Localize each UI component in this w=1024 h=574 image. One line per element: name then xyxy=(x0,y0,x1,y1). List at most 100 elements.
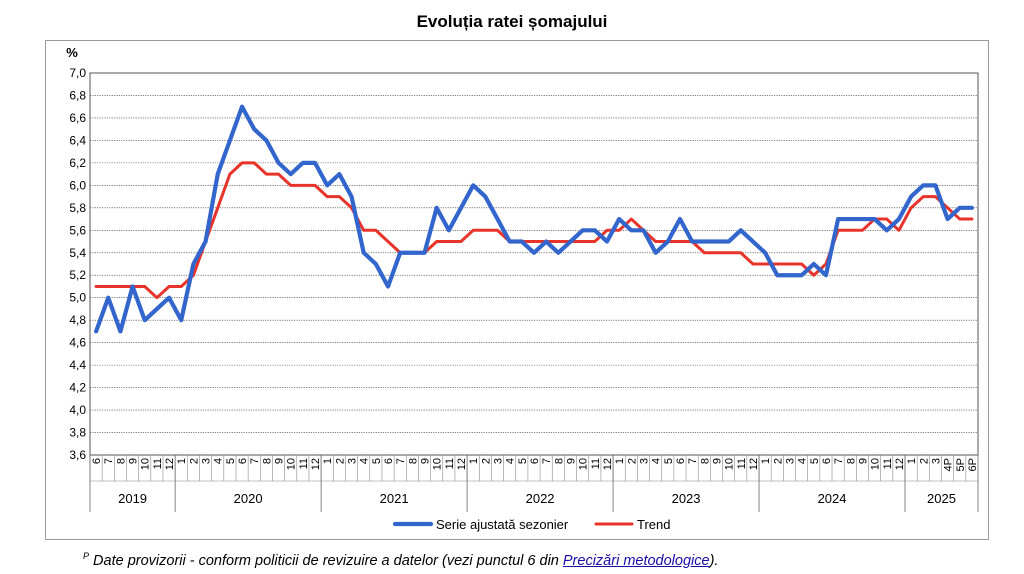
x-tick-label: 3 xyxy=(930,458,942,464)
year-label: 2020 xyxy=(234,491,263,506)
x-tick-label: 9 xyxy=(128,458,140,464)
x-tick-label: 10 xyxy=(286,458,298,470)
x-tick-label: 11 xyxy=(444,458,456,469)
x-tick-label: 9 xyxy=(711,458,723,464)
plot-area xyxy=(89,72,979,456)
x-tick-label: 1 xyxy=(468,458,480,464)
x-tick-label: 2 xyxy=(626,458,638,464)
x-tick-label: 10 xyxy=(578,458,590,470)
year-label: 2025 xyxy=(927,491,956,506)
x-tick-label: 2 xyxy=(480,458,492,464)
legend-item-trend-label: Trend xyxy=(637,517,670,532)
x-tick-label: 7 xyxy=(103,458,115,464)
x-tick-label: 1 xyxy=(760,458,772,464)
legend-item-seasonally-adjusted-label: Serie ajustată sezonier xyxy=(436,517,569,532)
y-tick-label: 4,6 xyxy=(69,336,86,350)
x-tick-label: 10 xyxy=(432,458,444,470)
footnote-text: Date provizorii - conform politicii de r… xyxy=(93,552,563,569)
x-tick-label: 11 xyxy=(736,458,748,469)
y-tick-label: 7,0 xyxy=(69,66,86,80)
x-tick-label: 8 xyxy=(699,458,711,464)
x-tick-label: 10 xyxy=(870,458,882,470)
x-tick-label: 9 xyxy=(565,458,577,464)
footnote-suffix: ). xyxy=(709,552,719,569)
x-tick-label: 1 xyxy=(614,458,626,464)
x-tick-label: 3 xyxy=(784,458,796,464)
y-tick-label: 6,0 xyxy=(69,178,86,192)
x-tick-label: 10 xyxy=(724,458,736,470)
x-tick-label: 11 xyxy=(590,458,602,469)
y-tick-label: 6,8 xyxy=(69,88,86,102)
y-tick-label: 6,2 xyxy=(69,156,86,170)
y-tick-label: 5,0 xyxy=(69,291,86,305)
x-tick-label: 5 xyxy=(517,458,529,464)
x-tick-label: 12 xyxy=(602,458,614,470)
y-tick-label: 4,2 xyxy=(69,381,86,395)
legend: Serie ajustată sezonier Trend xyxy=(392,517,670,532)
y-tick-label: 5,8 xyxy=(69,201,86,215)
x-tick-label: 2 xyxy=(918,458,930,464)
x-tick-label: 2 xyxy=(334,458,346,464)
x-tick-label: 5 xyxy=(371,458,383,464)
x-tick-label: 6 xyxy=(821,458,833,464)
x-tick-label: 7 xyxy=(833,458,845,464)
x-tick-label: 7 xyxy=(249,458,261,464)
x-tick-label: 5 xyxy=(663,458,675,464)
x-tick-label: 8 xyxy=(407,458,419,464)
year-label: 2023 xyxy=(672,491,701,506)
x-tick-label: 11 xyxy=(152,458,164,469)
y-tick-label: 3,6 xyxy=(69,448,86,462)
y-tick-label: 5,2 xyxy=(69,268,86,282)
x-tick-label: 8 xyxy=(845,458,857,464)
x-tick-label: 9 xyxy=(274,458,286,464)
y-tick-label: 5,4 xyxy=(69,246,86,260)
x-tick-label: 6 xyxy=(237,458,249,464)
x-tick-label: 12 xyxy=(310,458,322,470)
x-tick-label: 5P xyxy=(955,458,967,471)
x-tick-label: 9 xyxy=(857,458,869,464)
x-tick-label: 11 xyxy=(882,458,894,469)
x-tick-label: 1 xyxy=(176,458,188,464)
x-tick-label: 4 xyxy=(651,458,663,464)
x-tick-label: 4 xyxy=(505,458,517,464)
series-line-seasonally-adjusted xyxy=(93,104,975,334)
footnote-superscript: P xyxy=(83,551,90,561)
year-label: 2021 xyxy=(380,491,409,506)
x-tick-label: 3 xyxy=(638,458,650,464)
x-tick-label: 12 xyxy=(894,458,906,470)
series-line-trend xyxy=(94,161,974,300)
year-label: 2024 xyxy=(818,491,847,506)
x-tick-label: 4 xyxy=(359,458,371,464)
x-tick-label: 6P xyxy=(967,458,979,471)
y-tick-label: 5,6 xyxy=(69,223,86,237)
x-tick-label: 3 xyxy=(493,458,505,464)
x-tick-label: 2 xyxy=(188,458,200,464)
x-tick-label: 4 xyxy=(213,458,225,464)
x-tick-label: 4P xyxy=(943,458,955,471)
x-tick-label: 1 xyxy=(322,458,334,464)
y-tick-label: 4,8 xyxy=(69,313,86,327)
x-tick-label: 5 xyxy=(809,458,821,464)
x-tick-label: 8 xyxy=(115,458,127,464)
chart-frame xyxy=(45,40,989,540)
x-tick-label: 6 xyxy=(383,458,395,464)
y-tick-label: 4,0 xyxy=(69,403,86,417)
y-tick-label: 4,4 xyxy=(69,358,86,372)
chart-title: Evoluția ratei șomajului xyxy=(416,12,608,31)
x-tick-label: 3 xyxy=(347,458,359,464)
x-tick-label: 1 xyxy=(906,458,918,464)
x-tick-label: 8 xyxy=(261,458,273,464)
x-tick-label: 9 xyxy=(420,458,432,464)
y-tick-label: 6,6 xyxy=(69,111,86,125)
x-tick-label: 12 xyxy=(164,458,176,470)
x-tick-label: 12 xyxy=(748,458,760,470)
year-label: 2019 xyxy=(118,491,147,506)
methodology-link[interactable]: Precizări metodologice xyxy=(562,552,710,569)
x-tick-label: 4 xyxy=(797,458,809,464)
x-tick-label: 5 xyxy=(225,458,237,464)
x-tick-label: 6 xyxy=(529,458,541,464)
x-tick-label: 2 xyxy=(772,458,784,464)
x-tick-label: 7 xyxy=(687,458,699,464)
x-tick-label: 12 xyxy=(456,458,468,470)
